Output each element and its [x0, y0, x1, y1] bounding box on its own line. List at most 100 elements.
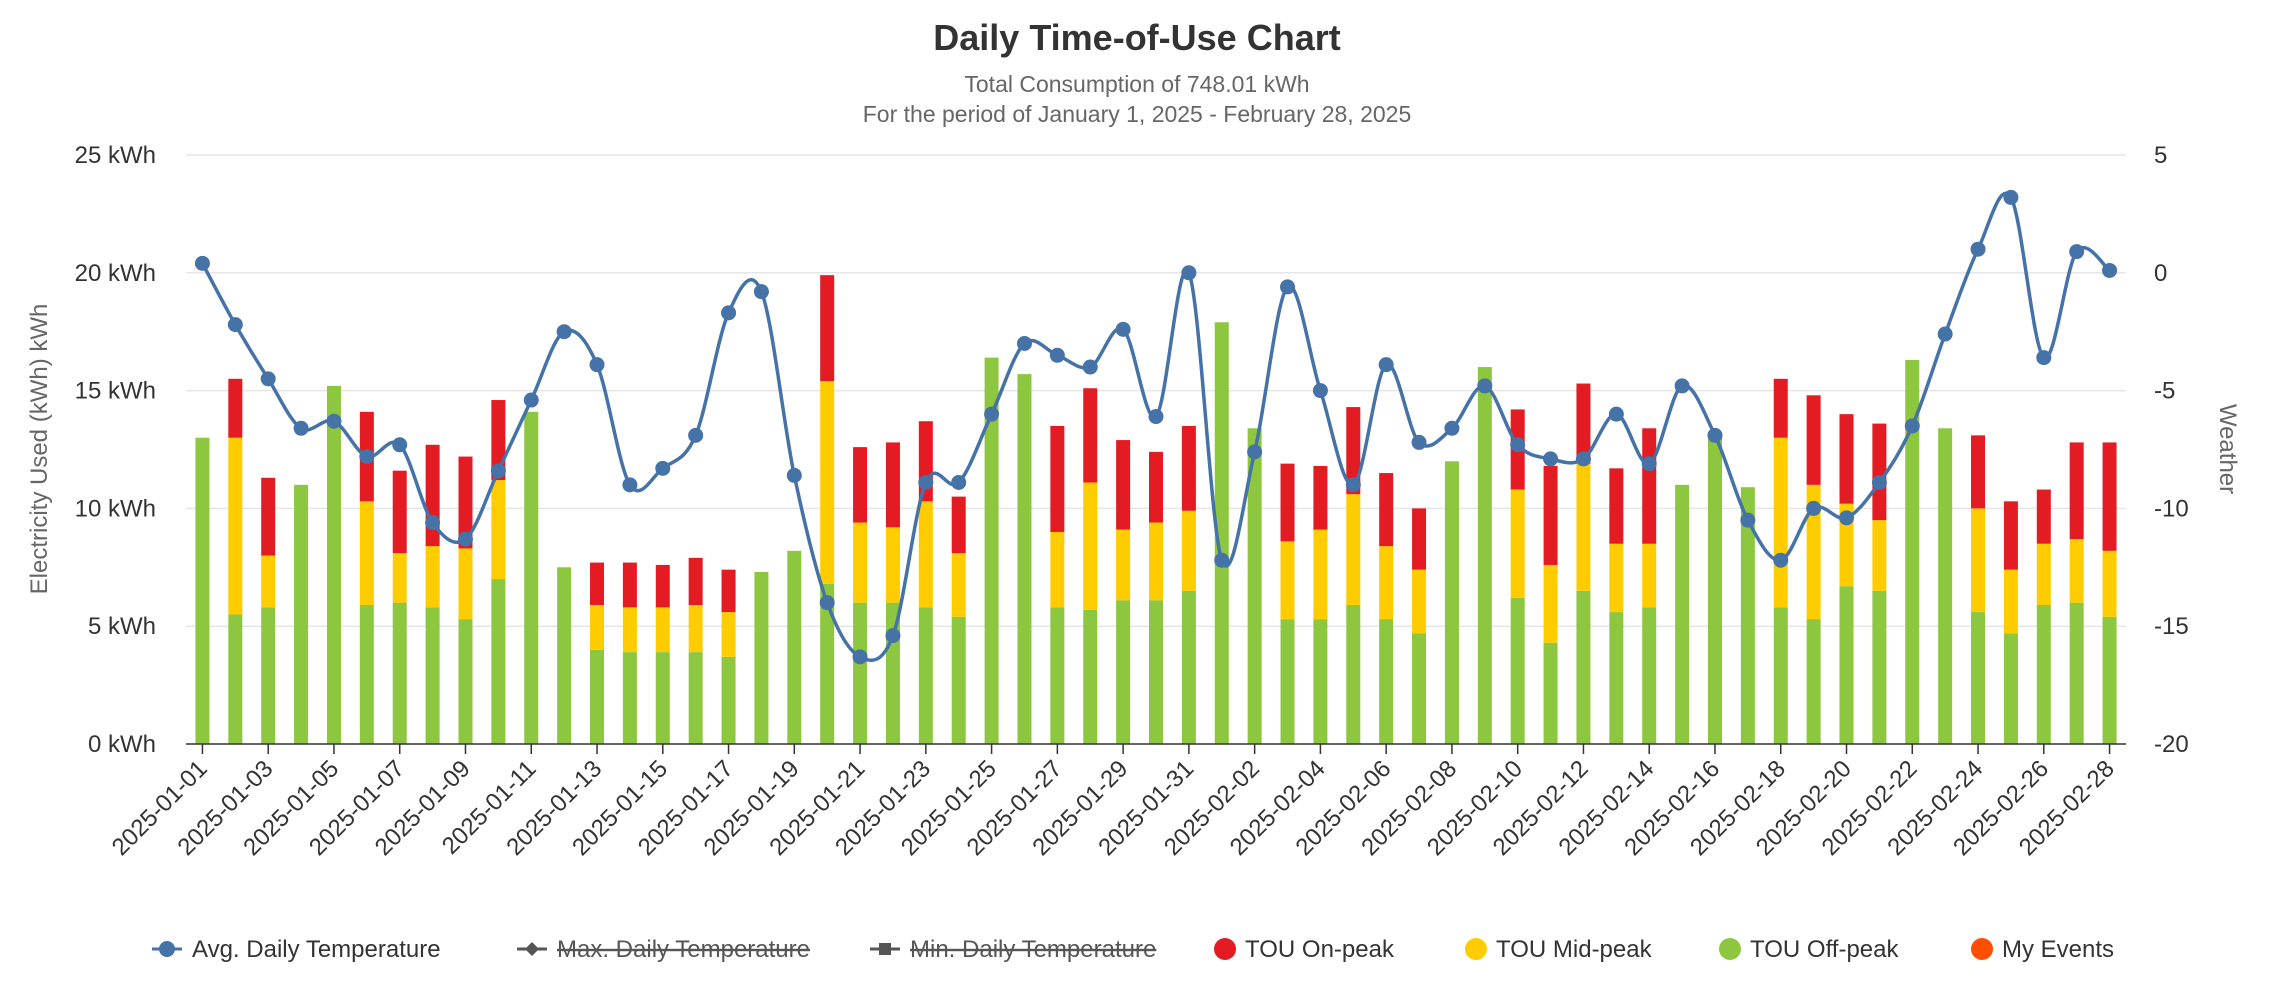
temperature-point[interactable] [1148, 409, 1164, 425]
temperature-point[interactable] [425, 515, 441, 531]
temperature-point[interactable] [260, 371, 276, 387]
bar-tou-off-peak[interactable] [1247, 428, 1262, 744]
bar-tou-off-peak[interactable] [1839, 586, 1854, 744]
bar-tou-mid-peak[interactable] [1510, 489, 1525, 598]
temperature-point[interactable] [326, 413, 342, 429]
temperature-point[interactable] [1773, 552, 1789, 568]
bar-tou-off-peak[interactable] [1116, 600, 1131, 744]
bar-tou-off-peak[interactable] [1280, 619, 1295, 744]
bar-tou-on-peak[interactable] [1642, 428, 1657, 544]
bar-tou-on-peak[interactable] [392, 470, 407, 554]
temperature-point[interactable] [2036, 350, 2052, 366]
bar-tou-mid-peak[interactable] [688, 604, 703, 653]
bar-tou-off-peak[interactable] [590, 649, 605, 744]
bar-tou-on-peak[interactable] [1543, 465, 1558, 565]
bar-tou-off-peak[interactable] [1083, 609, 1098, 744]
temperature-point[interactable] [1477, 378, 1493, 394]
temperature-point[interactable] [1378, 357, 1394, 373]
bar-tou-on-peak[interactable] [951, 496, 966, 554]
bar-tou-on-peak[interactable] [2069, 442, 2084, 540]
bar-tou-on-peak[interactable] [1773, 378, 1788, 438]
bar-tou-mid-peak[interactable] [1313, 529, 1328, 620]
temperature-point[interactable] [951, 474, 967, 490]
bar-tou-off-peak[interactable] [228, 614, 243, 744]
bar-tou-mid-peak[interactable] [820, 381, 835, 584]
temperature-point[interactable] [721, 305, 737, 321]
bar-tou-on-peak[interactable] [1806, 395, 1821, 485]
bar-tou-on-peak[interactable] [820, 275, 835, 382]
bar-tou-on-peak[interactable] [853, 447, 868, 523]
legend-item-tou-mid-peak[interactable]: TOU Mid-peak [1465, 936, 1653, 963]
bar-tou-on-peak[interactable] [590, 562, 605, 605]
bar-tou-on-peak[interactable] [1149, 451, 1163, 523]
temperature-point[interactable] [918, 474, 934, 490]
bar-tou-on-peak[interactable] [1609, 468, 1624, 544]
bar-tou-off-peak[interactable] [1050, 607, 1065, 744]
bar-tou-off-peak[interactable] [787, 550, 802, 744]
bar-tou-on-peak[interactable] [721, 569, 736, 613]
temperature-point[interactable] [1510, 437, 1526, 453]
temperature-point[interactable] [1970, 241, 1986, 257]
bar-tou-off-peak[interactable] [1642, 607, 1657, 744]
bar-tou-off-peak[interactable] [1543, 642, 1558, 744]
bar-tou-on-peak[interactable] [655, 564, 670, 608]
bar-tou-off-peak[interactable] [984, 357, 999, 744]
bar-tou-mid-peak[interactable] [1050, 531, 1065, 608]
bar-tou-mid-peak[interactable] [1576, 463, 1591, 591]
temperature-point[interactable] [194, 255, 210, 271]
temperature-point[interactable] [852, 649, 868, 665]
bar-tou-off-peak[interactable] [1806, 619, 1821, 744]
temperature-point[interactable] [1904, 418, 1920, 434]
bar-tou-mid-peak[interactable] [1773, 437, 1788, 608]
bar-tou-on-peak[interactable] [1379, 473, 1394, 547]
legend-item-max-daily-temperature[interactable]: Max. Daily Temperature [517, 936, 810, 963]
bar-tou-off-peak[interactable] [1017, 374, 1032, 744]
temperature-point[interactable] [2102, 262, 2118, 278]
bar-tou-on-peak[interactable] [458, 456, 473, 549]
legend-item-tou-off-peak[interactable]: TOU Off-peak [1719, 936, 1900, 963]
temperature-point[interactable] [819, 595, 835, 611]
temperature-point[interactable] [1345, 477, 1361, 493]
bar-tou-off-peak[interactable] [1773, 607, 1788, 744]
bar-tou-mid-peak[interactable] [458, 548, 473, 620]
bar-tou-mid-peak[interactable] [491, 480, 506, 580]
bar-tou-off-peak[interactable] [1346, 604, 1361, 744]
temperature-point[interactable] [1280, 279, 1296, 295]
bar-tou-off-peak[interactable] [820, 583, 835, 744]
bar-tou-mid-peak[interactable] [2102, 550, 2117, 617]
bar-tou-mid-peak[interactable] [2069, 539, 2084, 603]
bar-tou-off-peak[interactable] [557, 567, 572, 744]
bar-tou-mid-peak[interactable] [655, 607, 670, 653]
bar-tou-off-peak[interactable] [2102, 616, 2117, 744]
bar-tou-mid-peak[interactable] [1181, 510, 1196, 591]
bar-tou-off-peak[interactable] [195, 437, 210, 744]
bar-tou-mid-peak[interactable] [918, 501, 933, 608]
temperature-point[interactable] [1806, 500, 1822, 516]
bar-tou-on-peak[interactable] [1346, 407, 1361, 495]
bar-tou-mid-peak[interactable] [1872, 520, 1887, 591]
temperature-point[interactable] [1641, 456, 1657, 472]
temperature-point[interactable] [1247, 444, 1263, 460]
bar-tou-on-peak[interactable] [622, 562, 637, 608]
bar-tou-off-peak[interactable] [359, 604, 374, 744]
bar-tou-mid-peak[interactable] [1609, 543, 1624, 613]
bar-tou-mid-peak[interactable] [261, 555, 276, 608]
temperature-point[interactable] [1871, 474, 1887, 490]
bar-tou-on-peak[interactable] [228, 378, 243, 438]
bar-tou-mid-peak[interactable] [951, 553, 966, 617]
bar-tou-on-peak[interactable] [1412, 508, 1427, 570]
bar-tou-off-peak[interactable] [294, 484, 309, 744]
bar-tou-off-peak[interactable] [2003, 633, 2018, 744]
temperature-point[interactable] [1937, 326, 1953, 342]
bar-tou-off-peak[interactable] [1872, 590, 1887, 744]
temperature-point[interactable] [1411, 434, 1427, 450]
bar-tou-mid-peak[interactable] [1116, 529, 1131, 601]
bar-tou-on-peak[interactable] [1116, 440, 1131, 530]
bar-tou-mid-peak[interactable] [1971, 508, 1986, 613]
bar-tou-on-peak[interactable] [261, 477, 276, 556]
bar-tou-off-peak[interactable] [918, 607, 933, 744]
bar-tou-on-peak[interactable] [1181, 425, 1196, 511]
bar-tou-off-peak[interactable] [1214, 322, 1229, 744]
temperature-point[interactable] [1214, 552, 1230, 568]
bar-tou-off-peak[interactable] [524, 411, 539, 744]
